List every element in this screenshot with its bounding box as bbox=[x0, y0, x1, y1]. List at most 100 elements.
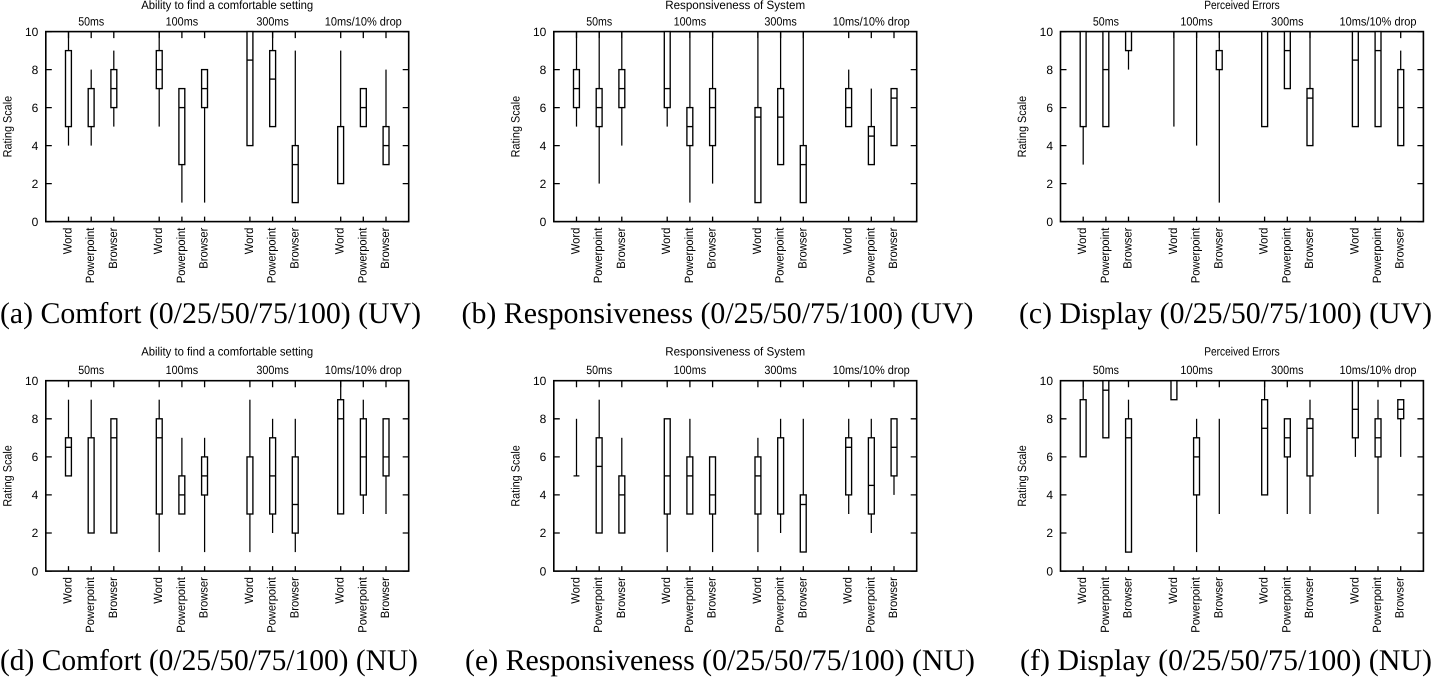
svg-text:100ms: 100ms bbox=[674, 363, 707, 377]
svg-text:8: 8 bbox=[1046, 412, 1053, 426]
svg-text:Browser: Browser bbox=[1211, 577, 1225, 618]
svg-text:Responsiveness of System: Responsiveness of System bbox=[665, 345, 805, 359]
svg-text:50ms: 50ms bbox=[586, 15, 612, 29]
svg-text:Word: Word bbox=[569, 228, 583, 255]
svg-text:(c) Display (0/25/50/75/100) (: (c) Display (0/25/50/75/100) (UV) bbox=[1019, 297, 1432, 330]
svg-text:6: 6 bbox=[1046, 101, 1053, 115]
svg-text:8: 8 bbox=[540, 63, 547, 77]
svg-text:Powerpoint: Powerpoint bbox=[265, 227, 279, 283]
svg-text:100ms: 100ms bbox=[166, 363, 199, 377]
svg-text:10ms/10% drop: 10ms/10% drop bbox=[325, 15, 402, 29]
svg-text:100ms: 100ms bbox=[166, 15, 199, 29]
svg-text:Browser: Browser bbox=[287, 577, 301, 618]
svg-text:0: 0 bbox=[540, 564, 547, 578]
svg-text:Powerpoint: Powerpoint bbox=[174, 227, 188, 283]
svg-text:Word: Word bbox=[1075, 577, 1089, 604]
svg-text:10ms/10% drop: 10ms/10% drop bbox=[325, 363, 402, 377]
svg-text:100ms: 100ms bbox=[1180, 363, 1213, 377]
svg-text:Word: Word bbox=[750, 577, 764, 604]
svg-text:300ms: 300ms bbox=[764, 363, 797, 377]
svg-text:0: 0 bbox=[540, 215, 547, 229]
svg-text:Word: Word bbox=[1166, 228, 1180, 255]
svg-text:2: 2 bbox=[32, 177, 39, 191]
svg-text:300ms: 300ms bbox=[256, 363, 289, 377]
svg-text:10ms/10% drop: 10ms/10% drop bbox=[833, 363, 910, 377]
svg-text:Word: Word bbox=[61, 228, 75, 255]
svg-text:6: 6 bbox=[540, 101, 547, 115]
svg-text:100ms: 100ms bbox=[674, 15, 707, 29]
svg-text:Browser: Browser bbox=[1302, 228, 1316, 269]
svg-text:Browser: Browser bbox=[106, 577, 120, 618]
svg-text:(b) Responsiveness (0/25/50/75: (b) Responsiveness (0/25/50/75/100) (UV) bbox=[462, 297, 974, 330]
svg-text:10: 10 bbox=[533, 374, 547, 388]
svg-text:2: 2 bbox=[1046, 177, 1053, 191]
svg-text:Powerpoint: Powerpoint bbox=[863, 577, 877, 633]
svg-text:Browser: Browser bbox=[287, 228, 301, 269]
svg-text:Browser: Browser bbox=[1393, 577, 1407, 618]
svg-text:Powerpoint: Powerpoint bbox=[863, 227, 877, 283]
svg-text:Word: Word bbox=[841, 228, 855, 255]
svg-text:4: 4 bbox=[32, 139, 39, 153]
svg-text:Word: Word bbox=[1257, 577, 1271, 604]
svg-text:10ms/10% drop: 10ms/10% drop bbox=[833, 15, 910, 29]
svg-text:2: 2 bbox=[540, 526, 547, 540]
svg-text:Powerpoint: Powerpoint bbox=[174, 577, 188, 633]
svg-text:0: 0 bbox=[32, 564, 39, 578]
svg-text:Browser: Browser bbox=[614, 228, 628, 269]
svg-text:Browser: Browser bbox=[886, 228, 900, 269]
svg-text:Powerpoint: Powerpoint bbox=[773, 227, 787, 283]
svg-text:100ms: 100ms bbox=[1180, 15, 1213, 29]
svg-text:10ms/10% drop: 10ms/10% drop bbox=[1340, 363, 1417, 377]
svg-text:6: 6 bbox=[32, 450, 39, 464]
svg-text:8: 8 bbox=[540, 412, 547, 426]
svg-text:4: 4 bbox=[540, 488, 547, 502]
svg-text:4: 4 bbox=[32, 488, 39, 502]
svg-text:8: 8 bbox=[32, 63, 39, 77]
svg-text:50ms: 50ms bbox=[78, 15, 104, 29]
svg-text:Browser: Browser bbox=[1302, 577, 1316, 618]
svg-text:Rating Scale: Rating Scale bbox=[0, 445, 14, 507]
svg-text:10: 10 bbox=[1040, 374, 1054, 388]
svg-text:Browser: Browser bbox=[705, 577, 719, 618]
svg-text:Word: Word bbox=[151, 577, 165, 604]
svg-text:Rating Scale: Rating Scale bbox=[1015, 96, 1029, 158]
svg-text:Browser: Browser bbox=[378, 228, 392, 269]
svg-text:Rating Scale: Rating Scale bbox=[0, 96, 14, 158]
svg-text:50ms: 50ms bbox=[1093, 363, 1119, 377]
svg-text:Responsiveness of System: Responsiveness of System bbox=[665, 0, 805, 12]
svg-text:50ms: 50ms bbox=[78, 363, 104, 377]
svg-text:(a) Comfort (0/25/50/75/100) (: (a) Comfort (0/25/50/75/100) (UV) bbox=[0, 297, 421, 330]
svg-text:Word: Word bbox=[1166, 577, 1180, 604]
svg-text:Rating Scale: Rating Scale bbox=[508, 445, 522, 507]
svg-text:Powerpoint: Powerpoint bbox=[1098, 577, 1112, 633]
svg-text:Browser: Browser bbox=[378, 577, 392, 618]
svg-text:300ms: 300ms bbox=[256, 15, 289, 29]
svg-text:Browser: Browser bbox=[197, 577, 211, 618]
svg-text:4: 4 bbox=[1046, 139, 1053, 153]
svg-text:Perceived Errors: Perceived Errors bbox=[1204, 345, 1280, 359]
svg-text:Powerpoint: Powerpoint bbox=[1370, 227, 1384, 283]
svg-text:Powerpoint: Powerpoint bbox=[83, 577, 97, 633]
svg-text:Browser: Browser bbox=[1393, 228, 1407, 269]
svg-text:300ms: 300ms bbox=[1271, 15, 1304, 29]
svg-text:Word: Word bbox=[242, 228, 256, 255]
svg-text:Word: Word bbox=[1347, 228, 1361, 255]
svg-text:Powerpoint: Powerpoint bbox=[591, 227, 605, 283]
svg-text:Word: Word bbox=[151, 228, 165, 255]
svg-text:Powerpoint: Powerpoint bbox=[1279, 577, 1293, 633]
svg-text:Browser: Browser bbox=[795, 228, 809, 269]
svg-text:Rating Scale: Rating Scale bbox=[1015, 445, 1029, 507]
svg-text:50ms: 50ms bbox=[586, 363, 612, 377]
svg-text:300ms: 300ms bbox=[764, 15, 797, 29]
svg-text:Powerpoint: Powerpoint bbox=[355, 227, 369, 283]
svg-text:10: 10 bbox=[25, 374, 39, 388]
svg-text:Browser: Browser bbox=[106, 228, 120, 269]
svg-text:Powerpoint: Powerpoint bbox=[83, 227, 97, 283]
svg-text:Word: Word bbox=[841, 577, 855, 604]
svg-text:Word: Word bbox=[242, 577, 256, 604]
svg-text:6: 6 bbox=[1046, 450, 1053, 464]
svg-text:Word: Word bbox=[569, 577, 583, 604]
svg-text:Word: Word bbox=[61, 577, 75, 604]
svg-text:(d) Comfort (0/25/50/75/100) (: (d) Comfort (0/25/50/75/100) (NU) bbox=[0, 644, 418, 677]
svg-text:Powerpoint: Powerpoint bbox=[1189, 227, 1203, 283]
